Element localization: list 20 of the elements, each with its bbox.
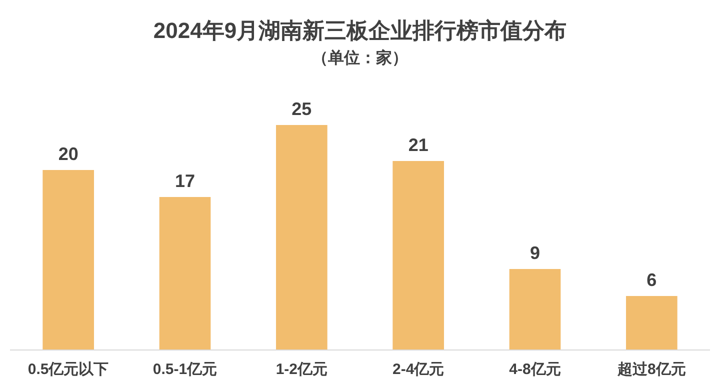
chart-title: 2024年9月湖南新三板企业排行榜市值分布 [153, 18, 567, 43]
x-tick-label: 4-8亿元 [509, 361, 561, 378]
chart-subtitle: （单位：家） [312, 48, 408, 67]
data-label: 21 [408, 135, 428, 155]
bar [276, 125, 328, 350]
data-label: 6 [646, 270, 657, 290]
bar [42, 170, 94, 350]
bar [626, 296, 678, 350]
bar [392, 161, 444, 350]
x-tick-label: 0.5亿元以下 [28, 361, 109, 378]
data-label: 17 [174, 171, 196, 191]
data-label: 25 [292, 99, 312, 119]
x-tick-label: 2-4亿元 [392, 361, 444, 378]
x-tick-label: 超过8亿元 [616, 361, 686, 378]
x-tick-label: 1-2亿元 [276, 361, 328, 378]
data-label: 9 [530, 243, 540, 263]
x-tick-label: 0.5-1亿元 [152, 361, 218, 378]
bar [159, 197, 211, 350]
bar [509, 269, 561, 350]
data-label: 20 [58, 144, 78, 164]
